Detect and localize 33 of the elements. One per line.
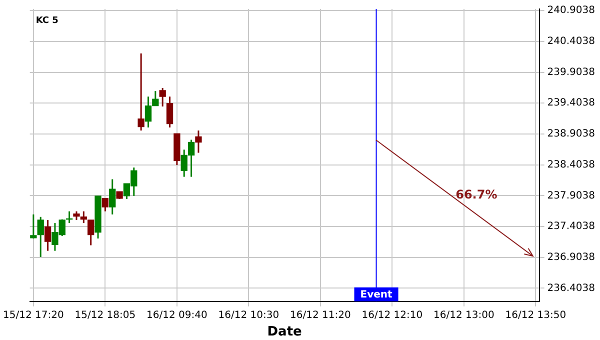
x-tick-label: 16/12 09:40 (146, 310, 208, 321)
y-tick-label: 238.9038 (547, 128, 596, 140)
candlestick (80, 210, 87, 224)
candlestick (109, 178, 116, 216)
text: KC 5 (36, 16, 58, 26)
x-tick-label: 16/12 13:50 (505, 310, 566, 321)
y-tick-label: 236.4038 (547, 282, 596, 294)
x-tick-label: 16/12 13:00 (434, 310, 494, 321)
y-tick-label: 237.9038 (547, 190, 596, 202)
x-tick-label: 15/12 17:20 (3, 310, 64, 321)
candlestick (138, 52, 144, 132)
candlestick (30, 214, 37, 240)
y-tick-label: 239.4038 (547, 98, 596, 109)
y-tick-label: 236.9038 (547, 252, 596, 263)
x-tick-label: 16/12 11:20 (290, 310, 351, 321)
candlestick (166, 96, 174, 128)
x-tick-label: 15/12 18:05 (74, 310, 136, 321)
candlestick (195, 130, 202, 154)
candlestick (37, 216, 44, 258)
y-tick-label: 238.4038 (547, 159, 596, 170)
candlestick (159, 87, 166, 108)
candlestick (44, 219, 52, 252)
candlestick (88, 219, 94, 246)
y-tick-label: 240.4038 (547, 36, 596, 48)
x-tick-label: 16/12 10:30 (218, 310, 280, 321)
x-tick-label: 16/12 12:10 (362, 310, 423, 321)
candlestick (102, 198, 109, 212)
y-tick-label: 237.4038 (547, 221, 596, 232)
y-tick-label: 239.9038 (547, 66, 596, 78)
y-tick-label: 240.9038 (547, 5, 596, 16)
x-axis-title: Date (267, 324, 302, 340)
annotation: 66.7% (456, 187, 498, 202)
annotation: Event (360, 289, 392, 300)
